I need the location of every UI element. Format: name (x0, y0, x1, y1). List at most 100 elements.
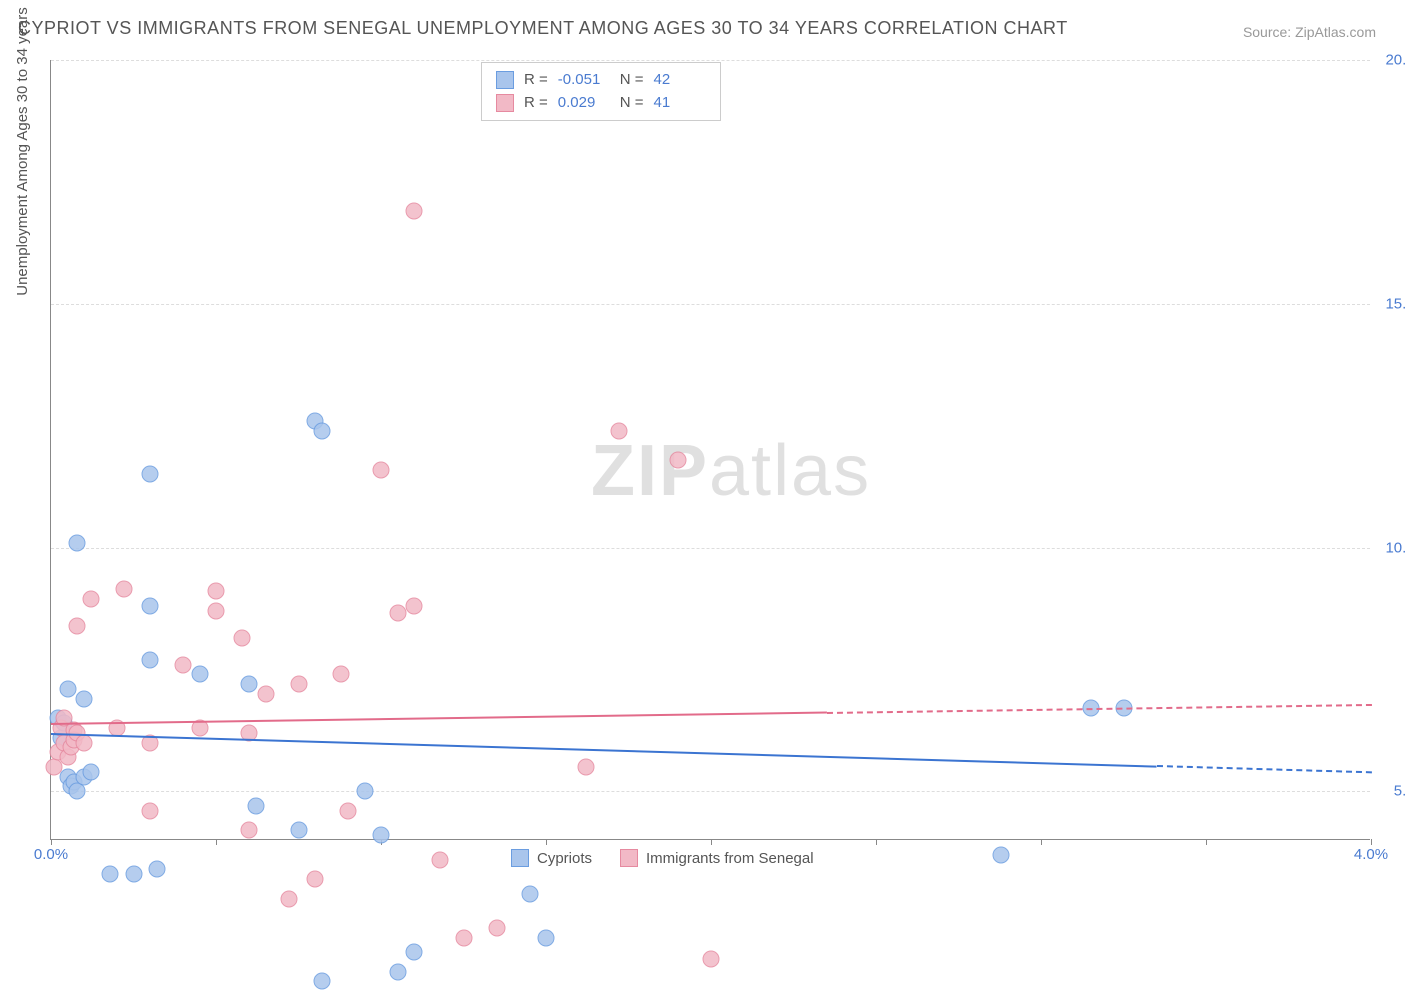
scatter-point (670, 451, 687, 468)
scatter-point (69, 534, 86, 551)
scatter-point (455, 929, 472, 946)
swatch-cypriots (496, 71, 514, 89)
scatter-point (280, 890, 297, 907)
scatter-point (142, 802, 159, 819)
stats-box: R = -0.051 N = 42 R = 0.029 N = 41 (481, 62, 721, 121)
scatter-point (241, 676, 258, 693)
grid-line (51, 304, 1370, 305)
scatter-point (102, 866, 119, 883)
scatter-point (373, 827, 390, 844)
y-tick-label: 5.0% (1394, 783, 1406, 800)
scatter-point (290, 676, 307, 693)
scatter-point (82, 763, 99, 780)
scatter-point (148, 861, 165, 878)
scatter-point (538, 929, 555, 946)
scatter-point (307, 871, 324, 888)
scatter-point (208, 583, 225, 600)
stat-r-senegal: 0.029 (558, 92, 610, 115)
scatter-point (241, 822, 258, 839)
x-tick-label: 4.0% (1354, 846, 1388, 863)
grid-line (51, 60, 1370, 61)
scatter-point (234, 629, 251, 646)
swatch-senegal (496, 94, 514, 112)
scatter-point (373, 461, 390, 478)
legend-item-senegal: Immigrants from Senegal (620, 849, 814, 867)
trend-line (51, 733, 1157, 768)
stat-n-cypriots: 42 (654, 69, 706, 92)
x-tick-label: 0.0% (34, 846, 68, 863)
scatter-point (175, 656, 192, 673)
stat-r-label: R = (524, 69, 548, 92)
y-tick-label: 20.0% (1385, 52, 1406, 69)
scatter-point (356, 783, 373, 800)
scatter-point (125, 866, 142, 883)
stats-row-cypriots: R = -0.051 N = 42 (496, 69, 706, 92)
y-tick-label: 10.0% (1385, 539, 1406, 556)
legend-item-cypriots: Cypriots (511, 849, 592, 867)
scatter-point (610, 422, 627, 439)
x-tick (1041, 839, 1042, 845)
scatter-point (432, 851, 449, 868)
scatter-point (577, 758, 594, 775)
scatter-point (703, 951, 720, 968)
stat-n-senegal: 41 (654, 92, 706, 115)
scatter-point (406, 944, 423, 961)
scatter-point (115, 580, 132, 597)
y-axis-label: Unemployment Among Ages 30 to 34 years (14, 7, 31, 296)
trend-line (826, 703, 1371, 713)
x-tick (51, 839, 52, 845)
stat-r-cypriots: -0.051 (558, 69, 610, 92)
scatter-point (59, 680, 76, 697)
source-label: Source: ZipAtlas.com (1243, 24, 1376, 40)
x-tick (216, 839, 217, 845)
y-tick-label: 15.0% (1385, 295, 1406, 312)
legend-swatch-cypriots (511, 849, 529, 867)
watermark-light: atlas (709, 431, 871, 511)
legend: Cypriots Immigrants from Senegal (511, 849, 814, 867)
scatter-point (993, 846, 1010, 863)
scatter-point (340, 802, 357, 819)
scatter-point (142, 598, 159, 615)
scatter-point (247, 797, 264, 814)
legend-swatch-senegal (620, 849, 638, 867)
grid-line (51, 791, 1370, 792)
scatter-point (406, 598, 423, 615)
scatter-point (389, 963, 406, 980)
stats-row-senegal: R = 0.029 N = 41 (496, 92, 706, 115)
scatter-point (257, 685, 274, 702)
scatter-point (208, 602, 225, 619)
trend-line (1156, 765, 1371, 773)
scatter-point (76, 690, 93, 707)
scatter-point (69, 783, 86, 800)
scatter-point (488, 919, 505, 936)
scatter-point (76, 734, 93, 751)
scatter-point (191, 666, 208, 683)
scatter-point (82, 590, 99, 607)
x-tick (876, 839, 877, 845)
scatter-point (333, 666, 350, 683)
scatter-point (290, 822, 307, 839)
x-tick (711, 839, 712, 845)
stat-n-label-2: N = (620, 92, 644, 115)
scatter-point (389, 605, 406, 622)
scatter-point (406, 203, 423, 220)
chart-title: CYPRIOT VS IMMIGRANTS FROM SENEGAL UNEMP… (18, 18, 1068, 39)
trend-line (51, 712, 827, 725)
scatter-point (69, 617, 86, 634)
scatter-point (521, 885, 538, 902)
legend-label-cypriots: Cypriots (537, 850, 592, 867)
stat-n-label: N = (620, 69, 644, 92)
scatter-point (142, 466, 159, 483)
watermark-bold: ZIP (591, 431, 709, 511)
x-tick (546, 839, 547, 845)
x-tick (1371, 839, 1372, 845)
x-tick (1206, 839, 1207, 845)
grid-line (51, 548, 1370, 549)
plot-area: ZIPatlas R = -0.051 N = 42 R = 0.029 N =… (50, 60, 1370, 840)
scatter-point (142, 651, 159, 668)
stat-r-label-2: R = (524, 92, 548, 115)
watermark: ZIPatlas (591, 430, 871, 512)
legend-label-senegal: Immigrants from Senegal (646, 850, 814, 867)
scatter-point (313, 422, 330, 439)
scatter-point (313, 973, 330, 990)
